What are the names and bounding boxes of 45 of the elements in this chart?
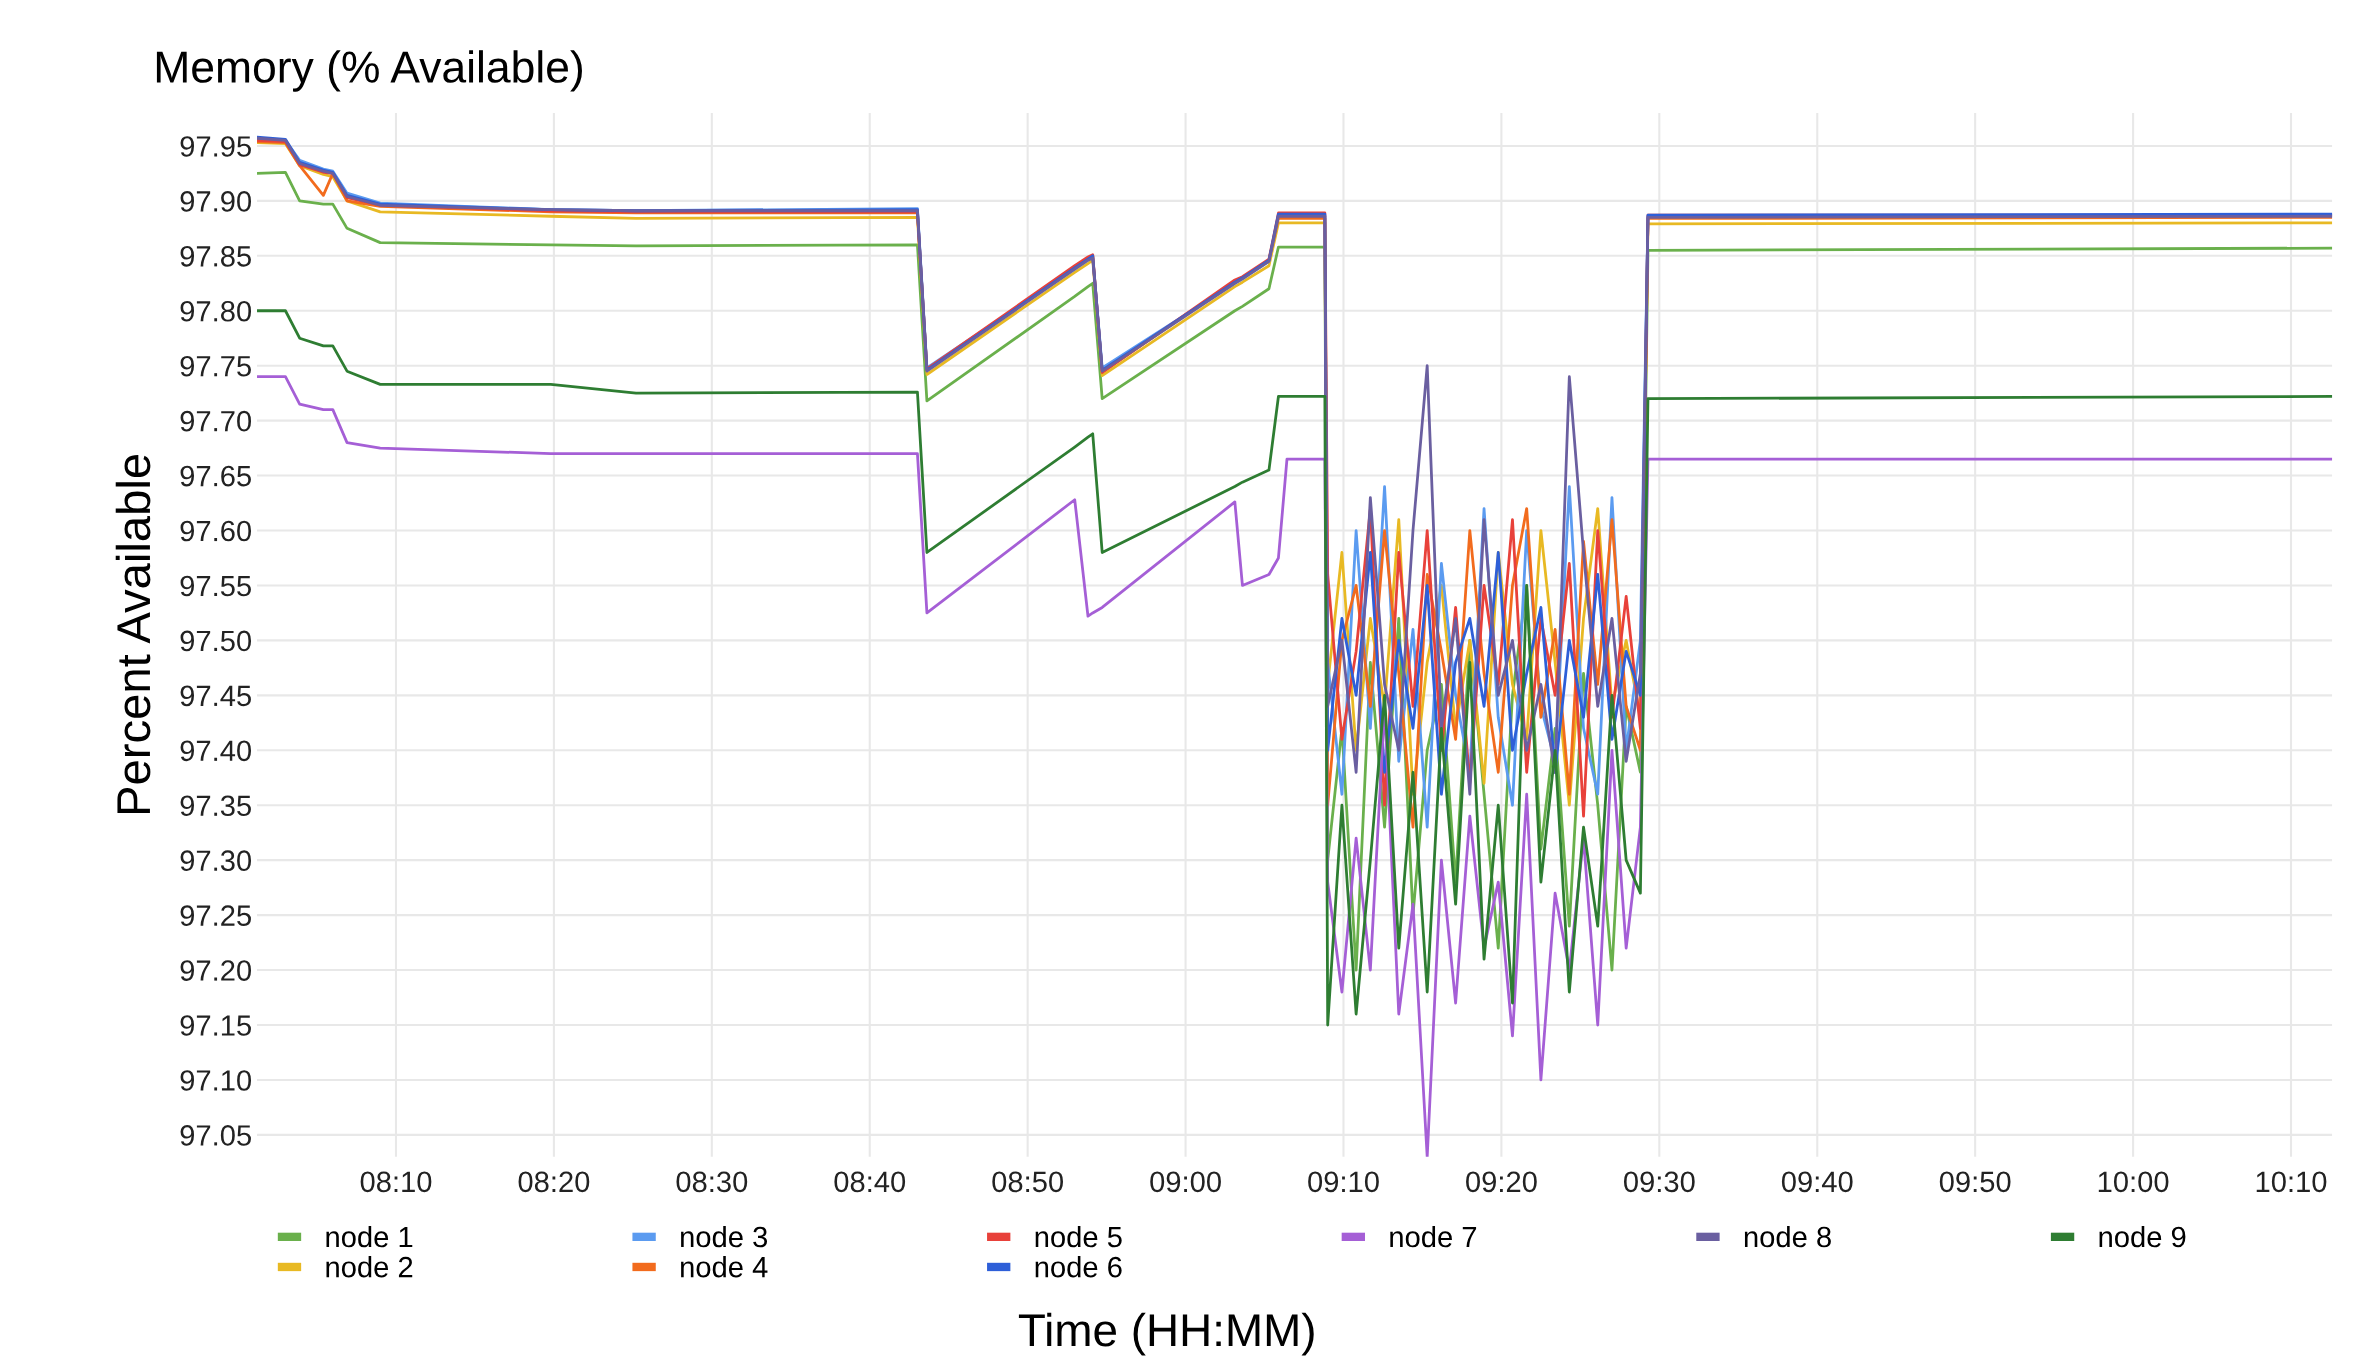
y-tick-label: 97.25 — [180, 905, 251, 926]
y-tick-label: 97.95 — [180, 136, 251, 157]
y-tick-label: 97.10 — [180, 1070, 252, 1091]
y-tick-label: 97.65 — [180, 465, 251, 487]
y-axis-title: Percent Available — [115, 454, 151, 814]
y-tick-label: 97.05 — [180, 1125, 251, 1146]
x-tick-label: 08:10 — [360, 1171, 432, 1193]
y-tick-label: 97.15 — [180, 1015, 251, 1036]
y-tick-label: 97.85 — [180, 246, 251, 267]
y-tick-label: 97.90 — [180, 191, 252, 212]
legend-label: node 8 — [1744, 1225, 1831, 1248]
legend-label: node 4 — [681, 1256, 768, 1278]
x-tick-label: 09:20 — [1466, 1171, 1537, 1193]
y-tick-label: 97.30 — [180, 850, 252, 872]
x-tick-label: 09:50 — [1939, 1171, 2011, 1193]
y-tick-label: 97.20 — [180, 960, 252, 981]
line-series — [257, 309, 2333, 1027]
x-tick-label: 08:30 — [676, 1171, 748, 1193]
x-tick-label: 09:10 — [1308, 1171, 1379, 1193]
chart-title: Memory (% Available) — [156, 50, 582, 92]
x-tick-label: 08:40 — [834, 1171, 906, 1193]
x-tick-label: 08:20 — [518, 1171, 590, 1193]
x-tick-label: 09:30 — [1623, 1171, 1695, 1193]
y-tick-label: 97.50 — [180, 630, 252, 652]
legend-label: node 3 — [681, 1225, 768, 1248]
legend-label: node 2 — [326, 1256, 413, 1278]
y-tick-label: 97.35 — [180, 795, 251, 817]
x-tick-label: 09:40 — [1781, 1171, 1853, 1193]
x-tick-label: 09:00 — [1150, 1171, 1221, 1193]
y-tick-label: 97.75 — [180, 355, 251, 377]
y-tick-label: 97.60 — [180, 520, 252, 542]
legend-label: node 1 — [326, 1225, 413, 1248]
x-tick-label: 08:50 — [992, 1171, 1064, 1193]
legend-label: node 9 — [2099, 1225, 2186, 1248]
y-tick-label: 97.45 — [180, 685, 251, 707]
y-tick-label: 97.55 — [180, 575, 251, 597]
y-tick-label: 97.70 — [180, 410, 252, 432]
legend-label: node 7 — [1390, 1225, 1477, 1248]
x-tick-label: 10:10 — [2256, 1171, 2327, 1193]
legend-label: node 5 — [1035, 1225, 1122, 1248]
legend-label: node 6 — [1035, 1256, 1122, 1278]
x-tick-label: 10:00 — [2098, 1171, 2169, 1193]
y-tick-label: 97.80 — [180, 300, 252, 322]
x-axis-title: Time (HH:MM) — [1018, 1312, 1314, 1356]
y-tick-label: 97.40 — [180, 740, 252, 762]
